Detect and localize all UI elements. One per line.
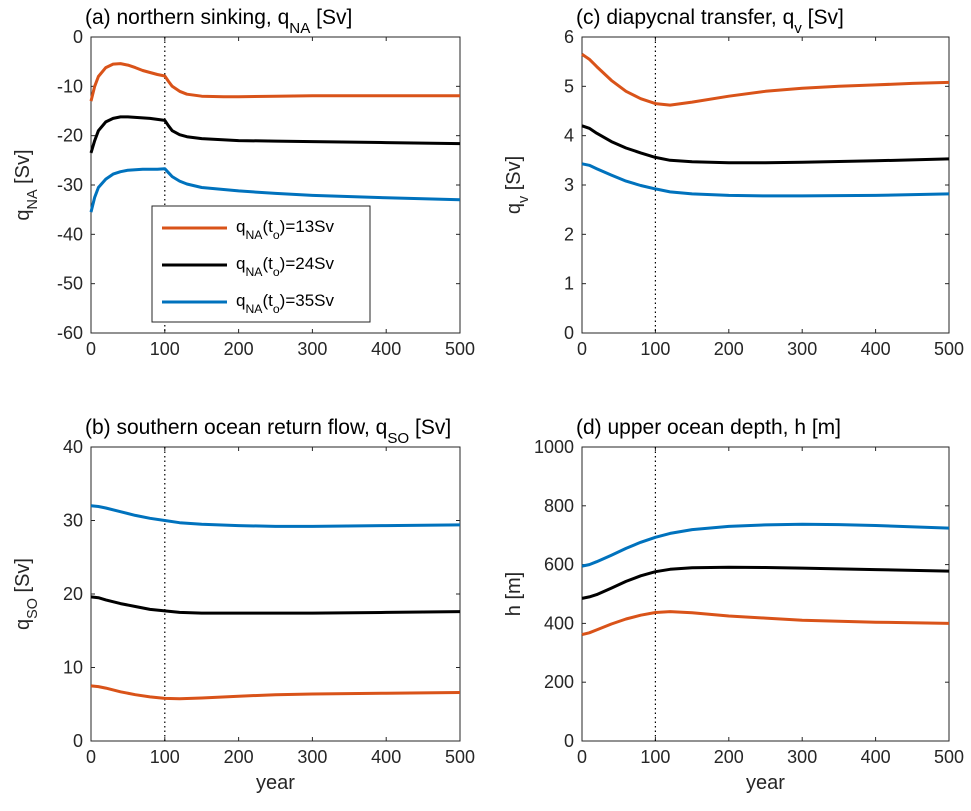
y-tick-label: 1000	[534, 437, 574, 457]
series-line-b-0	[90, 684, 461, 701]
y-axis-label-a: qNA [Sv]	[12, 149, 41, 220]
axes-box-d	[581, 446, 950, 742]
y-tick-label: 10	[63, 658, 83, 678]
panel-a: 0 100 200 300 400 500-60-50-40-30-20-100(a) n…	[12, 6, 475, 359]
x-tick-label: 0	[86, 747, 96, 767]
y-tick-label: 200	[544, 672, 574, 692]
series-line-d-0	[581, 610, 950, 637]
panel-title-a: (a) northern sinking, qNA [Sv]	[85, 6, 352, 37]
y-tick-label: 30	[63, 511, 83, 531]
y-axis-label-b: qSO [Sv]	[12, 558, 41, 630]
x-tick-label: 100	[640, 339, 670, 359]
x-tick-label: 300	[297, 747, 327, 767]
x-tick-label: 300	[787, 339, 817, 359]
x-tick-label: 400	[861, 339, 891, 359]
y-tick-label: 40	[63, 437, 83, 457]
series-line-c-0	[581, 53, 950, 107]
y-tick-label: -30	[57, 175, 83, 195]
y-tick-label: 600	[544, 555, 574, 575]
x-tick-label: 200	[714, 339, 744, 359]
series-line-a-0	[89, 62, 460, 102]
y-tick-label: 0	[564, 323, 574, 343]
y-tick-label: 5	[564, 76, 574, 96]
legend: qNA(to)=13Sv qNA(to)=24Sv qNA(to)=35Sv	[151, 205, 371, 323]
x-tick-label: 0	[86, 339, 96, 359]
y-tick-label: 400	[544, 613, 574, 633]
y-tick-label: -50	[57, 274, 83, 294]
series-line-a-1	[89, 115, 461, 154]
x-tick-label: 400	[861, 747, 891, 767]
x-tick-label: 500	[445, 747, 475, 767]
panel-c: 0 100 200 300 400 500 0 1 2 3 4 5 6(c) diapycnal tra…	[503, 6, 964, 359]
x-tick-label: 0	[577, 339, 587, 359]
x-tick-label: 200	[714, 747, 744, 767]
y-tick-label: 4	[564, 126, 574, 146]
x-tick-label: 200	[224, 339, 254, 359]
x-tick-label: 300	[787, 747, 817, 767]
x-tick-label: 400	[371, 339, 401, 359]
y-tick-label: 1	[564, 274, 574, 294]
legend-label: qNA(to)=13Sv	[236, 217, 335, 242]
x-tick-label: 100	[150, 747, 180, 767]
series-line-c-1	[581, 124, 950, 165]
x-tick-label: 100	[150, 339, 180, 359]
panel-title-b: (b) southern ocean return flow, qSO [Sv]	[85, 416, 451, 447]
panel-title-d: (d) upper ocean depth, h [m]	[576, 416, 841, 439]
series-line-a-2	[89, 167, 461, 213]
y-tick-label: 0	[73, 731, 83, 751]
y-tick-label: 3	[564, 175, 574, 195]
y-tick-label: 800	[544, 496, 574, 516]
x-tick-label: 500	[445, 339, 475, 359]
y-tick-label: -60	[57, 323, 83, 343]
y-tick-label: 0	[564, 731, 574, 751]
y-tick-label: 0	[73, 27, 83, 47]
series-line-b-1	[90, 595, 461, 615]
x-tick-label: 300	[297, 339, 327, 359]
y-tick-label: -20	[57, 126, 83, 146]
series-line-d-1	[581, 565, 950, 600]
x-tick-label: 500	[934, 747, 964, 767]
y-tick-label: 2	[564, 224, 574, 244]
y-axis-label-d: h [m]	[503, 572, 525, 616]
y-tick-label: -40	[57, 224, 83, 244]
x-tick-label: 100	[640, 747, 670, 767]
legend-label: qNA(to)=35Sv	[236, 291, 335, 316]
y-tick-label: 6	[564, 27, 574, 47]
series-line-d-2	[581, 522, 950, 568]
x-tick-label: 200	[224, 747, 254, 767]
x-tick-label: 0	[577, 747, 587, 767]
panel-d: 0 100 200 300 400 500 0 200 400 600 800 1000(d) upp…	[503, 416, 964, 794]
x-axis-label-d: year	[746, 772, 785, 794]
series-line-c-2	[581, 162, 950, 198]
legend-label: qNA(to)=24Sv	[236, 254, 335, 279]
series-line-b-2	[90, 504, 461, 528]
y-tick-label: -10	[57, 76, 83, 96]
x-axis-label-b: year	[256, 772, 295, 794]
x-tick-label: 400	[371, 747, 401, 767]
panel-b: 0 100 200 300 400 500 0 10 20 30 40(b) southern oc…	[12, 416, 475, 794]
x-tick-label: 500	[934, 339, 964, 359]
panel-title-c: (c) diapycnal transfer, qv [Sv]	[576, 6, 844, 37]
y-axis-label-c: qv [Sv]	[503, 156, 532, 214]
y-tick-label: 20	[63, 584, 83, 604]
